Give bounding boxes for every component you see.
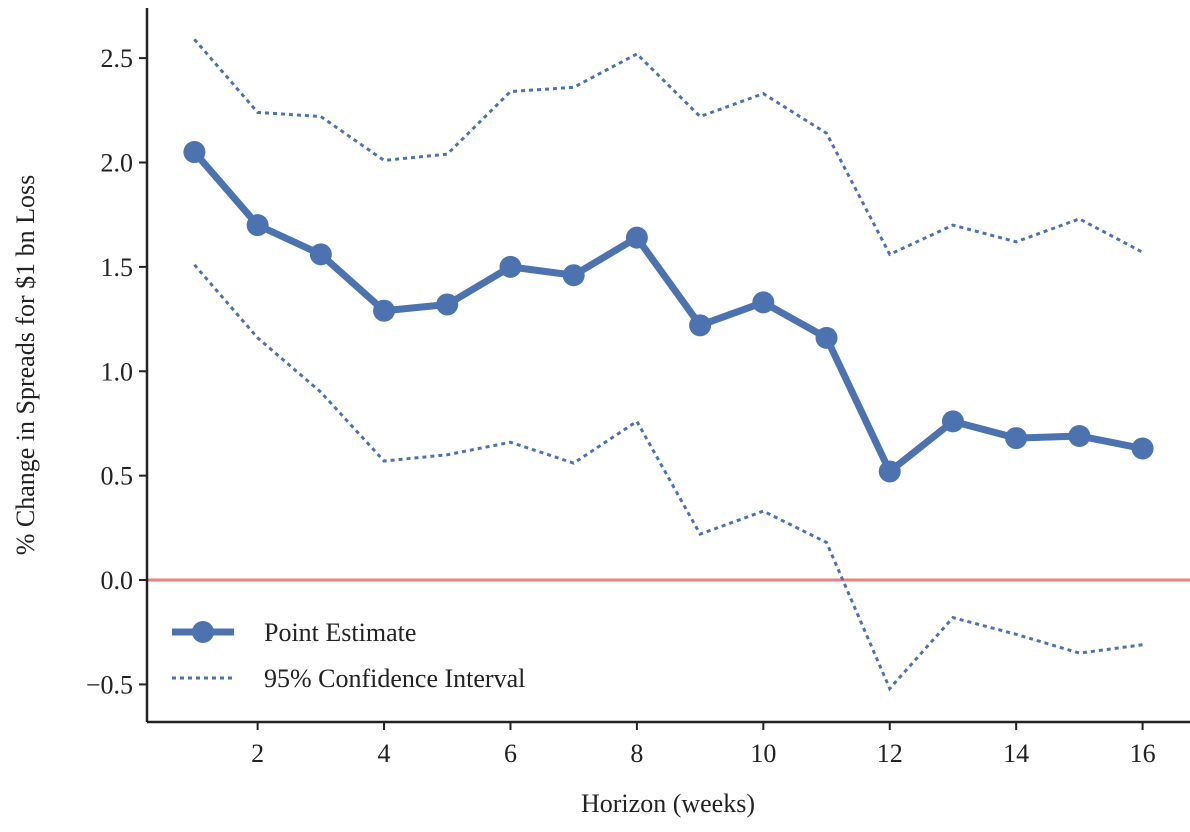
y-tick-label: 2.5: [101, 44, 134, 73]
x-tick-label: 6: [504, 739, 517, 768]
x-tick-label: 4: [378, 739, 391, 768]
point: [625, 226, 648, 249]
legend-label: 95% Confidence Interval: [264, 664, 525, 693]
point: [309, 243, 332, 266]
x-tick-label: 12: [877, 739, 903, 768]
line-upper: [193, 38, 1144, 257]
line-values: [191, 149, 1144, 475]
point: [436, 293, 459, 316]
point: [941, 410, 964, 433]
y-axis-label: % Change in Spreads for $1 bn Loss: [11, 175, 40, 556]
x-tick-label: 10: [750, 739, 776, 768]
point: [1068, 424, 1091, 447]
point: [815, 326, 838, 349]
legend-marker: [192, 621, 214, 643]
line-lower: [193, 263, 1143, 692]
y-tick-label: −0.5: [86, 670, 133, 699]
point: [499, 255, 522, 278]
y-tick-label: 1.0: [101, 357, 134, 386]
x-tick-label: 14: [1003, 739, 1029, 768]
x-axis-label: Horizon (weeks): [581, 789, 755, 818]
x-tick-label: 2: [251, 739, 264, 768]
point: [1005, 427, 1028, 450]
y-tick-label: 0.5: [101, 462, 134, 491]
point: [752, 291, 775, 314]
point: [562, 264, 585, 287]
point: [1131, 437, 1154, 460]
point: [183, 141, 206, 164]
y-tick-label: 1.5: [101, 253, 134, 282]
y-tick-label: 0.0: [101, 566, 134, 595]
point: [689, 314, 712, 337]
point: [246, 214, 269, 237]
legend-label: Point Estimate: [264, 618, 416, 647]
x-tick-label: 16: [1130, 739, 1156, 768]
point: [373, 299, 396, 322]
point: [878, 460, 901, 483]
x-tick-label: 8: [630, 739, 643, 768]
y-tick-label: 2.0: [101, 148, 134, 177]
